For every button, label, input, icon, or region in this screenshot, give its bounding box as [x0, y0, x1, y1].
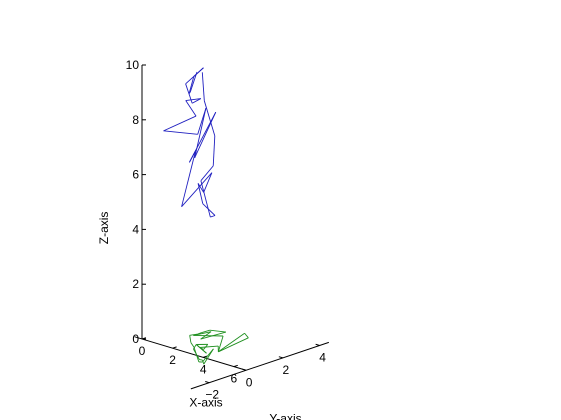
series-2-segment [202, 359, 205, 365]
series-1-segment [185, 98, 201, 101]
series-1-segment [185, 67, 204, 85]
series-1 [163, 67, 217, 218]
series-2-segment [197, 332, 202, 335]
series-2-segment [218, 337, 249, 353]
y-tick-label: −2 [205, 388, 219, 402]
x-tick-mark [203, 355, 208, 358]
series-1-segment [197, 183, 205, 193]
series-1-segment [212, 135, 216, 166]
x-axis-line [134, 336, 247, 371]
z-tick-label: 2 [132, 277, 139, 291]
x-tick-label: 0 [139, 344, 146, 358]
series-layer [163, 67, 249, 365]
series-2-segment [199, 359, 203, 361]
series-1-segment [210, 215, 216, 218]
series-1-segment [185, 100, 197, 117]
series-2 [189, 329, 249, 365]
series-2-segment [193, 344, 197, 350]
z-tick-label: 4 [132, 222, 139, 236]
series-2-segment [200, 331, 227, 340]
series-1-segment [201, 72, 205, 101]
series-1-segment [203, 172, 213, 193]
y-tick-mark [241, 368, 247, 371]
z-axis-label: Z-axis [97, 212, 111, 245]
series-2-segment [199, 345, 219, 348]
x-axis-label: X-axis [189, 396, 222, 410]
x-tick-mark [233, 364, 238, 368]
y-axis-label: Y-axis [269, 411, 301, 420]
series-2-segment [193, 348, 200, 360]
series-2-segment [195, 344, 207, 354]
x-tick-label: 6 [230, 372, 237, 386]
series-1-segment [191, 98, 202, 104]
series-2-segment [201, 329, 210, 334]
x-tick-label: 4 [200, 362, 207, 376]
series-2-segment [189, 333, 198, 336]
series-2-segment [203, 348, 214, 365]
y-tick-label: 0 [246, 375, 253, 389]
series-2-segment [190, 342, 195, 348]
series-1-segment [188, 150, 197, 163]
series-2-segment [193, 334, 224, 337]
z-tick-label: 6 [132, 168, 139, 182]
x-tick-mark [172, 346, 177, 349]
series-2-segment [244, 332, 249, 339]
series-2-segment [200, 331, 212, 340]
series-1-segment [181, 150, 197, 207]
series-1-segment [194, 107, 207, 158]
series-2-segment [218, 332, 245, 353]
y-tick-mark [315, 343, 320, 346]
series-1-segment [197, 183, 204, 204]
series-1-segment [189, 72, 198, 93]
z-tick-label: 0 [132, 332, 139, 346]
series-2-segment [193, 331, 212, 336]
y-tick-label: 4 [319, 350, 326, 364]
labels-layer: X-axis Y-axis Z-axis [97, 212, 302, 420]
series-1-segment [200, 165, 214, 182]
y-tick-label: 2 [282, 363, 289, 377]
series-1-segment [181, 172, 213, 207]
axes-layer: 0 2 4 6 8 10 0 2 4 6 −2 0 2 4 [126, 58, 329, 402]
x-tick-label: 2 [169, 353, 176, 367]
series-1-segment [163, 115, 197, 132]
z-tick-label: 8 [132, 113, 139, 127]
x-tick-mark [141, 337, 147, 340]
y-axis-line [190, 341, 329, 390]
series-1-segment [200, 180, 211, 218]
z-tick-label: 10 [126, 58, 140, 72]
series-1-segment [202, 203, 216, 216]
y-tick-mark [205, 381, 210, 384]
series-1-segment [203, 100, 216, 136]
series-2-segment [209, 329, 226, 333]
series-2-segment [217, 335, 224, 352]
series-1-segment [163, 130, 198, 135]
y-tick-mark [278, 356, 283, 359]
series-2-segment [189, 335, 192, 343]
series-1-segment [188, 76, 195, 94]
